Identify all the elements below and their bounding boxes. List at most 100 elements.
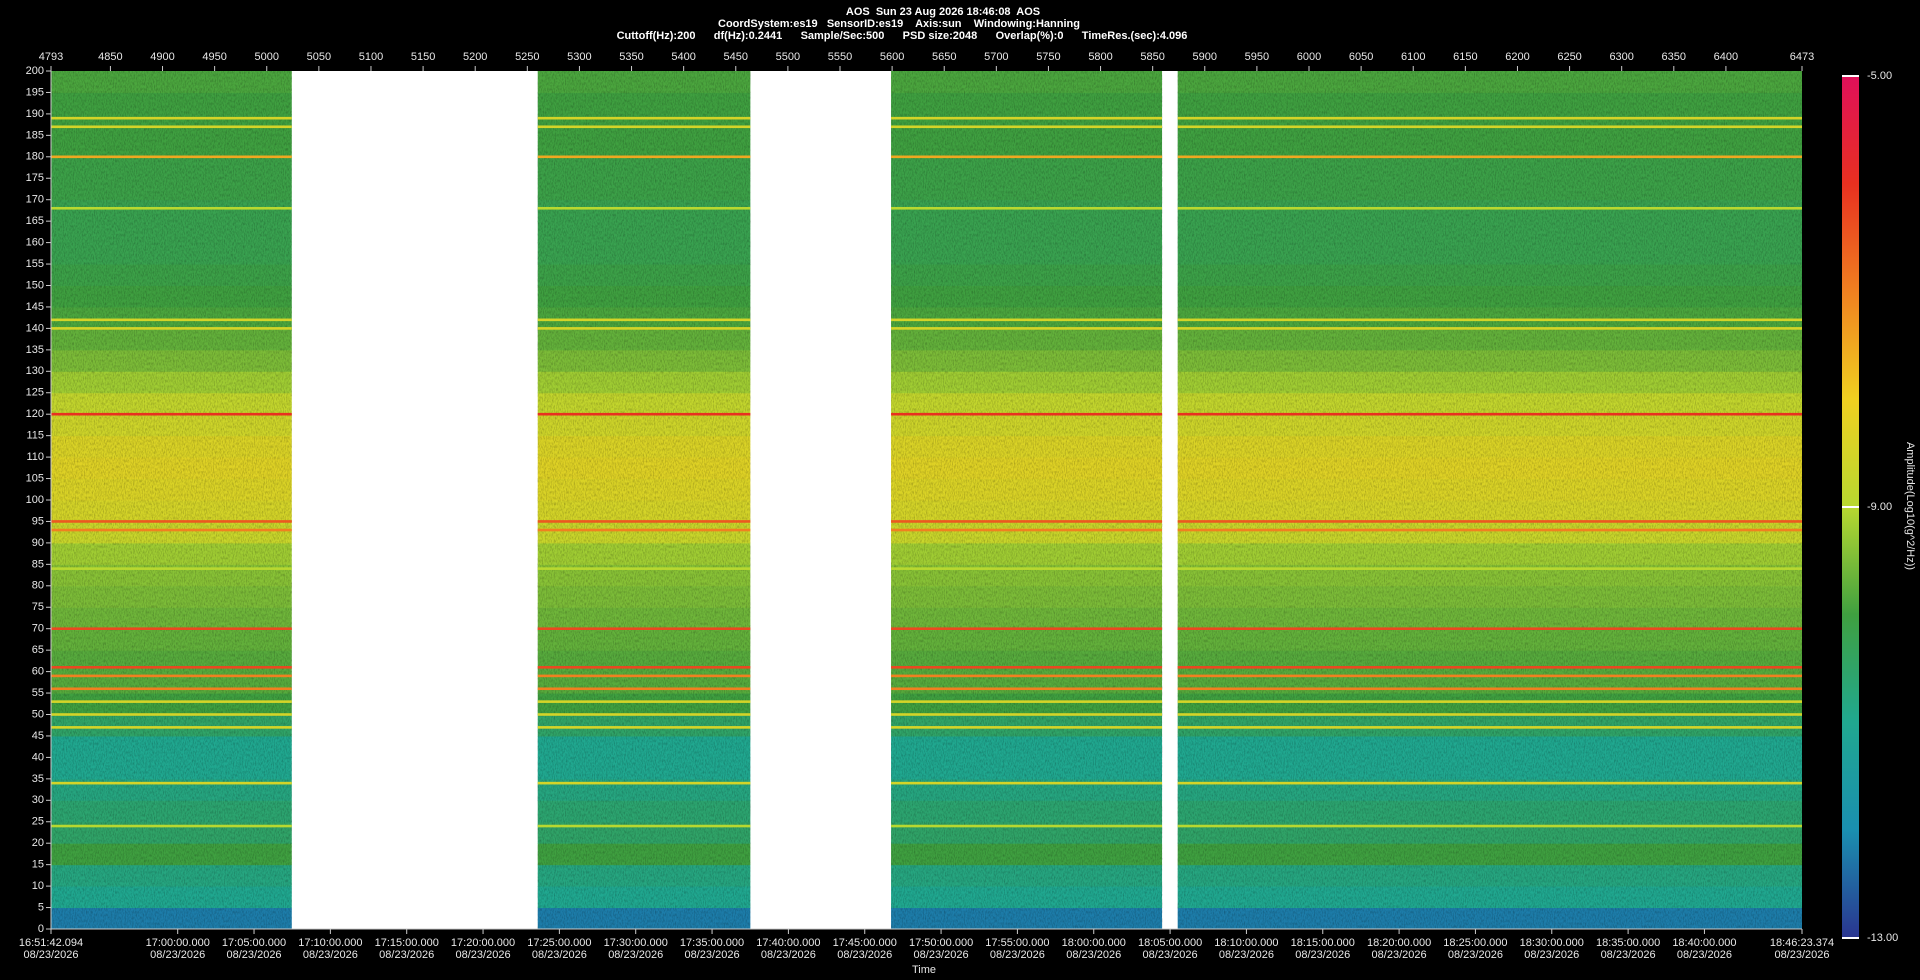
x-tick-label: 6100 xyxy=(1401,51,1425,63)
y-tick-label: 110 xyxy=(26,451,44,463)
y-tick-label: 5 xyxy=(38,901,44,913)
y-tick-label: 155 xyxy=(26,258,44,270)
tone-line xyxy=(1177,327,1802,330)
tone-line xyxy=(1177,666,1802,669)
tone-line xyxy=(891,125,1163,129)
tone-line xyxy=(51,713,292,716)
date-tick-label: 08/23/2026 xyxy=(150,949,205,961)
time-tick-label: 17:30:00.000 xyxy=(604,937,668,949)
y-tick-label: 185 xyxy=(26,129,44,141)
x-axis-label: Time xyxy=(912,964,936,976)
y-tick-label: 40 xyxy=(32,751,44,763)
date-tick-label: 08/23/2026 xyxy=(532,949,587,961)
date-tick-label: 08/23/2026 xyxy=(1524,949,1579,961)
tone-line xyxy=(1177,627,1802,630)
x-tick-label: 6250 xyxy=(1557,51,1581,63)
tone-line xyxy=(51,627,292,630)
x-tick-label: 5350 xyxy=(619,51,643,63)
y-tick-label: 50 xyxy=(32,708,44,720)
time-tick-label: 18:20:00.000 xyxy=(1367,937,1431,949)
time-tick-label: 17:00:00.000 xyxy=(146,937,210,949)
x-tick-label: 6400 xyxy=(1714,51,1738,63)
y-tick-label: 125 xyxy=(26,387,44,399)
time-tick-label: 17:15:00.000 xyxy=(375,937,439,949)
colorbar-tick-label: -9.00 xyxy=(1867,501,1892,513)
y-tick-label: 180 xyxy=(26,151,44,163)
tone-line xyxy=(537,781,751,785)
subtitle: CoordSystem:es19 SensorID:es19 Axis:sun … xyxy=(718,18,1080,30)
y-tick-label: 0 xyxy=(38,923,44,935)
y-tick-label: 195 xyxy=(26,86,44,98)
y-tick-label: 135 xyxy=(26,344,44,356)
time-tick-label: 18:30:00.000 xyxy=(1520,937,1584,949)
tone-line xyxy=(51,666,292,669)
time-tick-label: 17:35:00.000 xyxy=(680,937,744,949)
tone-line xyxy=(537,687,751,691)
time-tick-label: 18:05:00.000 xyxy=(1138,937,1202,949)
chart-title: AOS Sun 23 Aug 2026 18:46:08 AOS xyxy=(846,6,1040,18)
y-tick-label: 10 xyxy=(32,880,44,892)
time-tick-label: 18:40:00.000 xyxy=(1672,937,1736,949)
y-tick-label: 20 xyxy=(32,837,44,849)
date-tick-label: 08/23/2026 xyxy=(456,949,511,961)
tone-line xyxy=(51,726,292,729)
tone-line xyxy=(891,627,1163,630)
x-tick-label: 5000 xyxy=(255,51,279,63)
date-tick-label: 08/23/2026 xyxy=(1677,949,1732,961)
tone-line xyxy=(1177,528,1802,532)
y-tick-label: 145 xyxy=(26,301,44,313)
tone-line xyxy=(537,206,751,210)
x-tick-label: 5150 xyxy=(411,51,435,63)
date-tick-label: 08/23/2026 xyxy=(1219,949,1274,961)
tone-line xyxy=(891,666,1163,669)
date-tick-label: 08/23/2026 xyxy=(1774,949,1829,961)
tone-line xyxy=(891,824,1163,828)
date-tick-label: 08/23/2026 xyxy=(761,949,816,961)
x-tick-label: 5400 xyxy=(671,51,695,63)
x-tick-label: 5750 xyxy=(1036,51,1060,63)
tone-line xyxy=(537,713,751,716)
time-tick-label: 17:40:00.000 xyxy=(756,937,820,949)
tone-line xyxy=(51,125,292,129)
y-tick-label: 105 xyxy=(26,472,44,484)
date-tick-label: 08/23/2026 xyxy=(1601,949,1656,961)
x-tick-label: 4850 xyxy=(98,51,122,63)
data-segment xyxy=(1177,71,1802,930)
tone-line xyxy=(1177,674,1802,678)
tone-line xyxy=(891,318,1163,322)
x-tick-label: 4950 xyxy=(202,51,226,63)
y-tick-label: 130 xyxy=(26,365,44,377)
date-tick-label: 08/23/2026 xyxy=(227,949,282,961)
tone-line xyxy=(1177,567,1802,570)
tone-line xyxy=(891,726,1163,729)
tone-line xyxy=(537,125,751,129)
y-tick-label: 35 xyxy=(32,773,44,785)
tone-line xyxy=(51,781,292,785)
x-tick-label: 5600 xyxy=(880,51,904,63)
tone-line xyxy=(51,318,292,322)
y-tick-label: 190 xyxy=(26,108,44,120)
x-tick-label: 6300 xyxy=(1609,51,1633,63)
tone-line xyxy=(51,700,292,703)
x-tick-label: 5850 xyxy=(1140,51,1164,63)
y-tick-label: 90 xyxy=(32,537,44,549)
tone-line xyxy=(891,155,1163,159)
y-tick-label: 25 xyxy=(32,816,44,828)
time-tick-label: 17:55:00.000 xyxy=(985,937,1049,949)
tone-line xyxy=(537,116,751,120)
time-tick-label: 18:46:23.374 xyxy=(1770,937,1834,949)
x-tick-label: 6473 xyxy=(1790,51,1814,63)
y-tick-label: 70 xyxy=(32,623,44,635)
time-tick-label: 17:10:00.000 xyxy=(298,937,362,949)
tone-line xyxy=(51,155,292,159)
colorbar-tick-label: -5.00 xyxy=(1867,70,1892,82)
y-tick-label: 170 xyxy=(26,194,44,206)
tone-line xyxy=(51,567,292,570)
tone-line xyxy=(537,674,751,678)
y-tick-label: 80 xyxy=(32,580,44,592)
y-tick-label: 95 xyxy=(32,515,44,527)
tone-line xyxy=(51,327,292,330)
noise-texture xyxy=(891,71,1163,929)
